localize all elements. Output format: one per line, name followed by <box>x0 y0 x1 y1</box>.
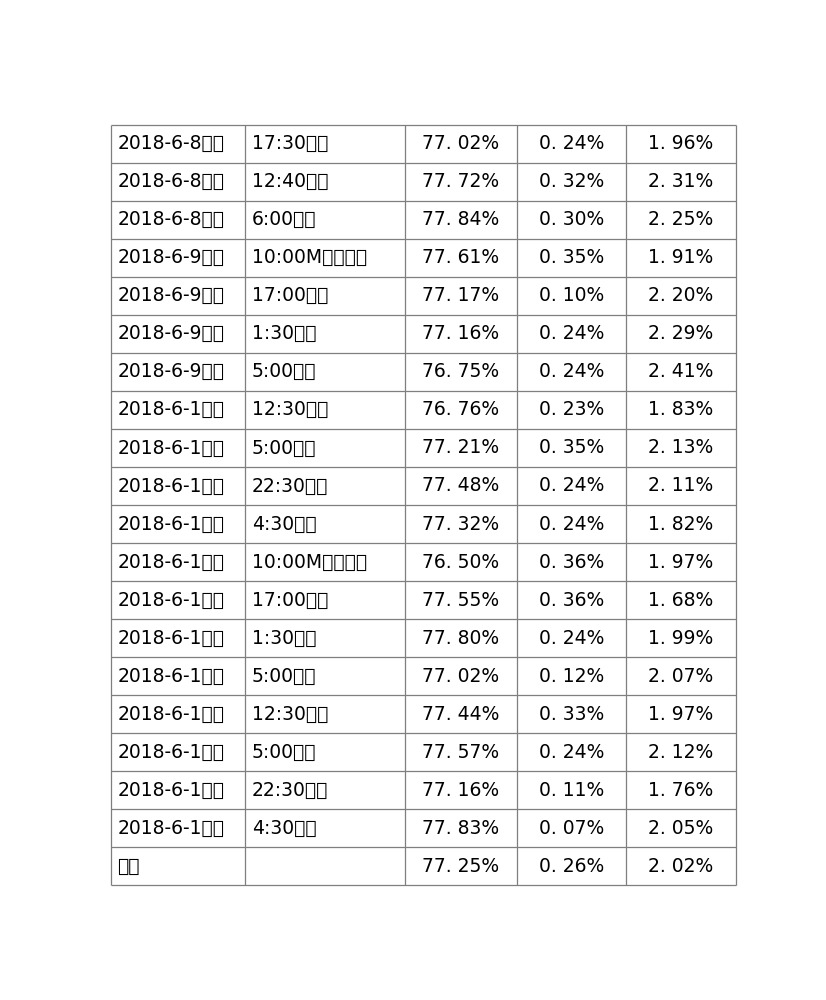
Text: 1. 83%: 1. 83% <box>648 400 714 419</box>
Text: 2018-6-9夜班: 2018-6-9夜班 <box>117 362 225 381</box>
Text: 2018-6-1夜班: 2018-6-1夜班 <box>117 819 225 838</box>
Text: 10:00M折粉体流: 10:00M折粉体流 <box>252 553 367 572</box>
Text: 2018-6-1夜班: 2018-6-1夜班 <box>117 515 225 534</box>
Text: 0. 24%: 0. 24% <box>539 629 605 648</box>
Text: 77. 84%: 77. 84% <box>422 210 500 229</box>
Text: 2018-6-1白班: 2018-6-1白班 <box>117 705 225 724</box>
Text: 1. 91%: 1. 91% <box>648 248 714 267</box>
Text: 0. 24%: 0. 24% <box>539 515 605 534</box>
Text: 17:00馒粒: 17:00馒粒 <box>252 286 328 305</box>
Text: 5:00馒粒: 5:00馒粒 <box>252 667 316 686</box>
Text: 0. 36%: 0. 36% <box>539 553 605 572</box>
Text: 6:00馒粒: 6:00馒粒 <box>252 210 316 229</box>
Text: 0. 32%: 0. 32% <box>539 172 605 191</box>
Text: 0. 23%: 0. 23% <box>539 400 605 419</box>
Text: 2018-6-8白班: 2018-6-8白班 <box>117 134 225 153</box>
Text: 0. 11%: 0. 11% <box>539 781 605 800</box>
Text: 0. 35%: 0. 35% <box>539 438 605 457</box>
Text: 77. 25%: 77. 25% <box>422 857 500 876</box>
Text: 2018-6-1夜班: 2018-6-1夜班 <box>117 476 225 495</box>
Text: 77. 48%: 77. 48% <box>422 476 500 495</box>
Text: 0. 24%: 0. 24% <box>539 743 605 762</box>
Text: 2. 25%: 2. 25% <box>648 210 714 229</box>
Text: 17:30馒粒: 17:30馒粒 <box>252 134 328 153</box>
Text: 77. 02%: 77. 02% <box>422 667 500 686</box>
Text: 1. 97%: 1. 97% <box>648 705 714 724</box>
Text: 0. 24%: 0. 24% <box>539 362 605 381</box>
Text: 12:40馒粒: 12:40馒粒 <box>252 172 328 191</box>
Text: 2. 29%: 2. 29% <box>648 324 714 343</box>
Text: 2018-6-8夜班: 2018-6-8夜班 <box>117 210 225 229</box>
Text: 77. 16%: 77. 16% <box>422 781 500 800</box>
Text: 1. 68%: 1. 68% <box>648 591 714 610</box>
Text: 2018-6-1夜班: 2018-6-1夜班 <box>117 667 225 686</box>
Text: 平均: 平均 <box>117 857 140 876</box>
Text: 2018-6-1夜班: 2018-6-1夜班 <box>117 781 225 800</box>
Text: 77. 02%: 77. 02% <box>422 134 500 153</box>
Text: 2. 02%: 2. 02% <box>648 857 714 876</box>
Text: 5:00馒粒: 5:00馒粒 <box>252 362 316 381</box>
Text: 1. 96%: 1. 96% <box>648 134 714 153</box>
Text: 5:00馒粒: 5:00馒粒 <box>252 438 316 457</box>
Text: 22:30馒粒: 22:30馒粒 <box>252 781 328 800</box>
Text: 2. 20%: 2. 20% <box>648 286 714 305</box>
Text: 0. 30%: 0. 30% <box>539 210 605 229</box>
Text: 2018-6-8夜班: 2018-6-8夜班 <box>117 172 225 191</box>
Text: 2018-6-1夜班: 2018-6-1夜班 <box>117 629 225 648</box>
Text: 0. 24%: 0. 24% <box>539 476 605 495</box>
Text: 77. 55%: 77. 55% <box>422 591 500 610</box>
Text: 77. 17%: 77. 17% <box>422 286 500 305</box>
Text: 2018-6-9白班: 2018-6-9白班 <box>117 248 225 267</box>
Text: 2018-6-1白班: 2018-6-1白班 <box>117 438 225 457</box>
Text: 2018-6-1白班: 2018-6-1白班 <box>117 400 225 419</box>
Text: 0. 12%: 0. 12% <box>539 667 605 686</box>
Text: 77. 83%: 77. 83% <box>422 819 500 838</box>
Text: 0. 07%: 0. 07% <box>539 819 605 838</box>
Text: 4:30馒粒: 4:30馒粒 <box>252 819 316 838</box>
Text: 0. 24%: 0. 24% <box>539 324 605 343</box>
Text: 22:30馒粒: 22:30馒粒 <box>252 476 328 495</box>
Text: 12:30馒粒: 12:30馒粒 <box>252 705 328 724</box>
Text: 2. 11%: 2. 11% <box>648 476 714 495</box>
Text: 0. 35%: 0. 35% <box>539 248 605 267</box>
Text: 2018-6-9白班: 2018-6-9白班 <box>117 286 225 305</box>
Text: 2018-6-1白班: 2018-6-1白班 <box>117 743 225 762</box>
Text: 2018-6-1白班: 2018-6-1白班 <box>117 553 225 572</box>
Text: 5:00馒粒: 5:00馒粒 <box>252 743 316 762</box>
Text: 2. 05%: 2. 05% <box>648 819 714 838</box>
Text: 1. 82%: 1. 82% <box>648 515 714 534</box>
Text: 77. 61%: 77. 61% <box>422 248 500 267</box>
Text: 77. 44%: 77. 44% <box>422 705 500 724</box>
Text: 10:00M折粉体流: 10:00M折粉体流 <box>252 248 367 267</box>
Text: 2. 13%: 2. 13% <box>648 438 714 457</box>
Text: 77. 16%: 77. 16% <box>422 324 500 343</box>
Text: 0. 10%: 0. 10% <box>539 286 605 305</box>
Text: 2. 12%: 2. 12% <box>648 743 714 762</box>
Text: 2. 07%: 2. 07% <box>648 667 714 686</box>
Text: 2. 41%: 2. 41% <box>648 362 714 381</box>
Text: 1. 99%: 1. 99% <box>648 629 714 648</box>
Text: 76. 75%: 76. 75% <box>422 362 500 381</box>
Text: 0. 36%: 0. 36% <box>539 591 605 610</box>
Text: 77. 21%: 77. 21% <box>422 438 500 457</box>
Text: 77. 57%: 77. 57% <box>422 743 500 762</box>
Text: 1. 76%: 1. 76% <box>648 781 714 800</box>
Text: 17:00馒粒: 17:00馒粒 <box>252 591 328 610</box>
Text: 4:30馒粒: 4:30馒粒 <box>252 515 316 534</box>
Text: 76. 50%: 76. 50% <box>422 553 500 572</box>
Text: 77. 80%: 77. 80% <box>422 629 500 648</box>
Text: 2018-6-9夜班: 2018-6-9夜班 <box>117 324 225 343</box>
Text: 12:30馒粒: 12:30馒粒 <box>252 400 328 419</box>
Text: 1:30馒粒: 1:30馒粒 <box>252 324 316 343</box>
Text: 0. 33%: 0. 33% <box>539 705 605 724</box>
Text: 2. 31%: 2. 31% <box>648 172 714 191</box>
Text: 1:30馒粒: 1:30馒粒 <box>252 629 316 648</box>
Text: 0. 24%: 0. 24% <box>539 134 605 153</box>
Text: 77. 72%: 77. 72% <box>422 172 500 191</box>
Text: 76. 76%: 76. 76% <box>422 400 500 419</box>
Text: 1. 97%: 1. 97% <box>648 553 714 572</box>
Text: 0. 26%: 0. 26% <box>539 857 605 876</box>
Text: 2018-6-1白班: 2018-6-1白班 <box>117 591 225 610</box>
Text: 77. 32%: 77. 32% <box>422 515 500 534</box>
